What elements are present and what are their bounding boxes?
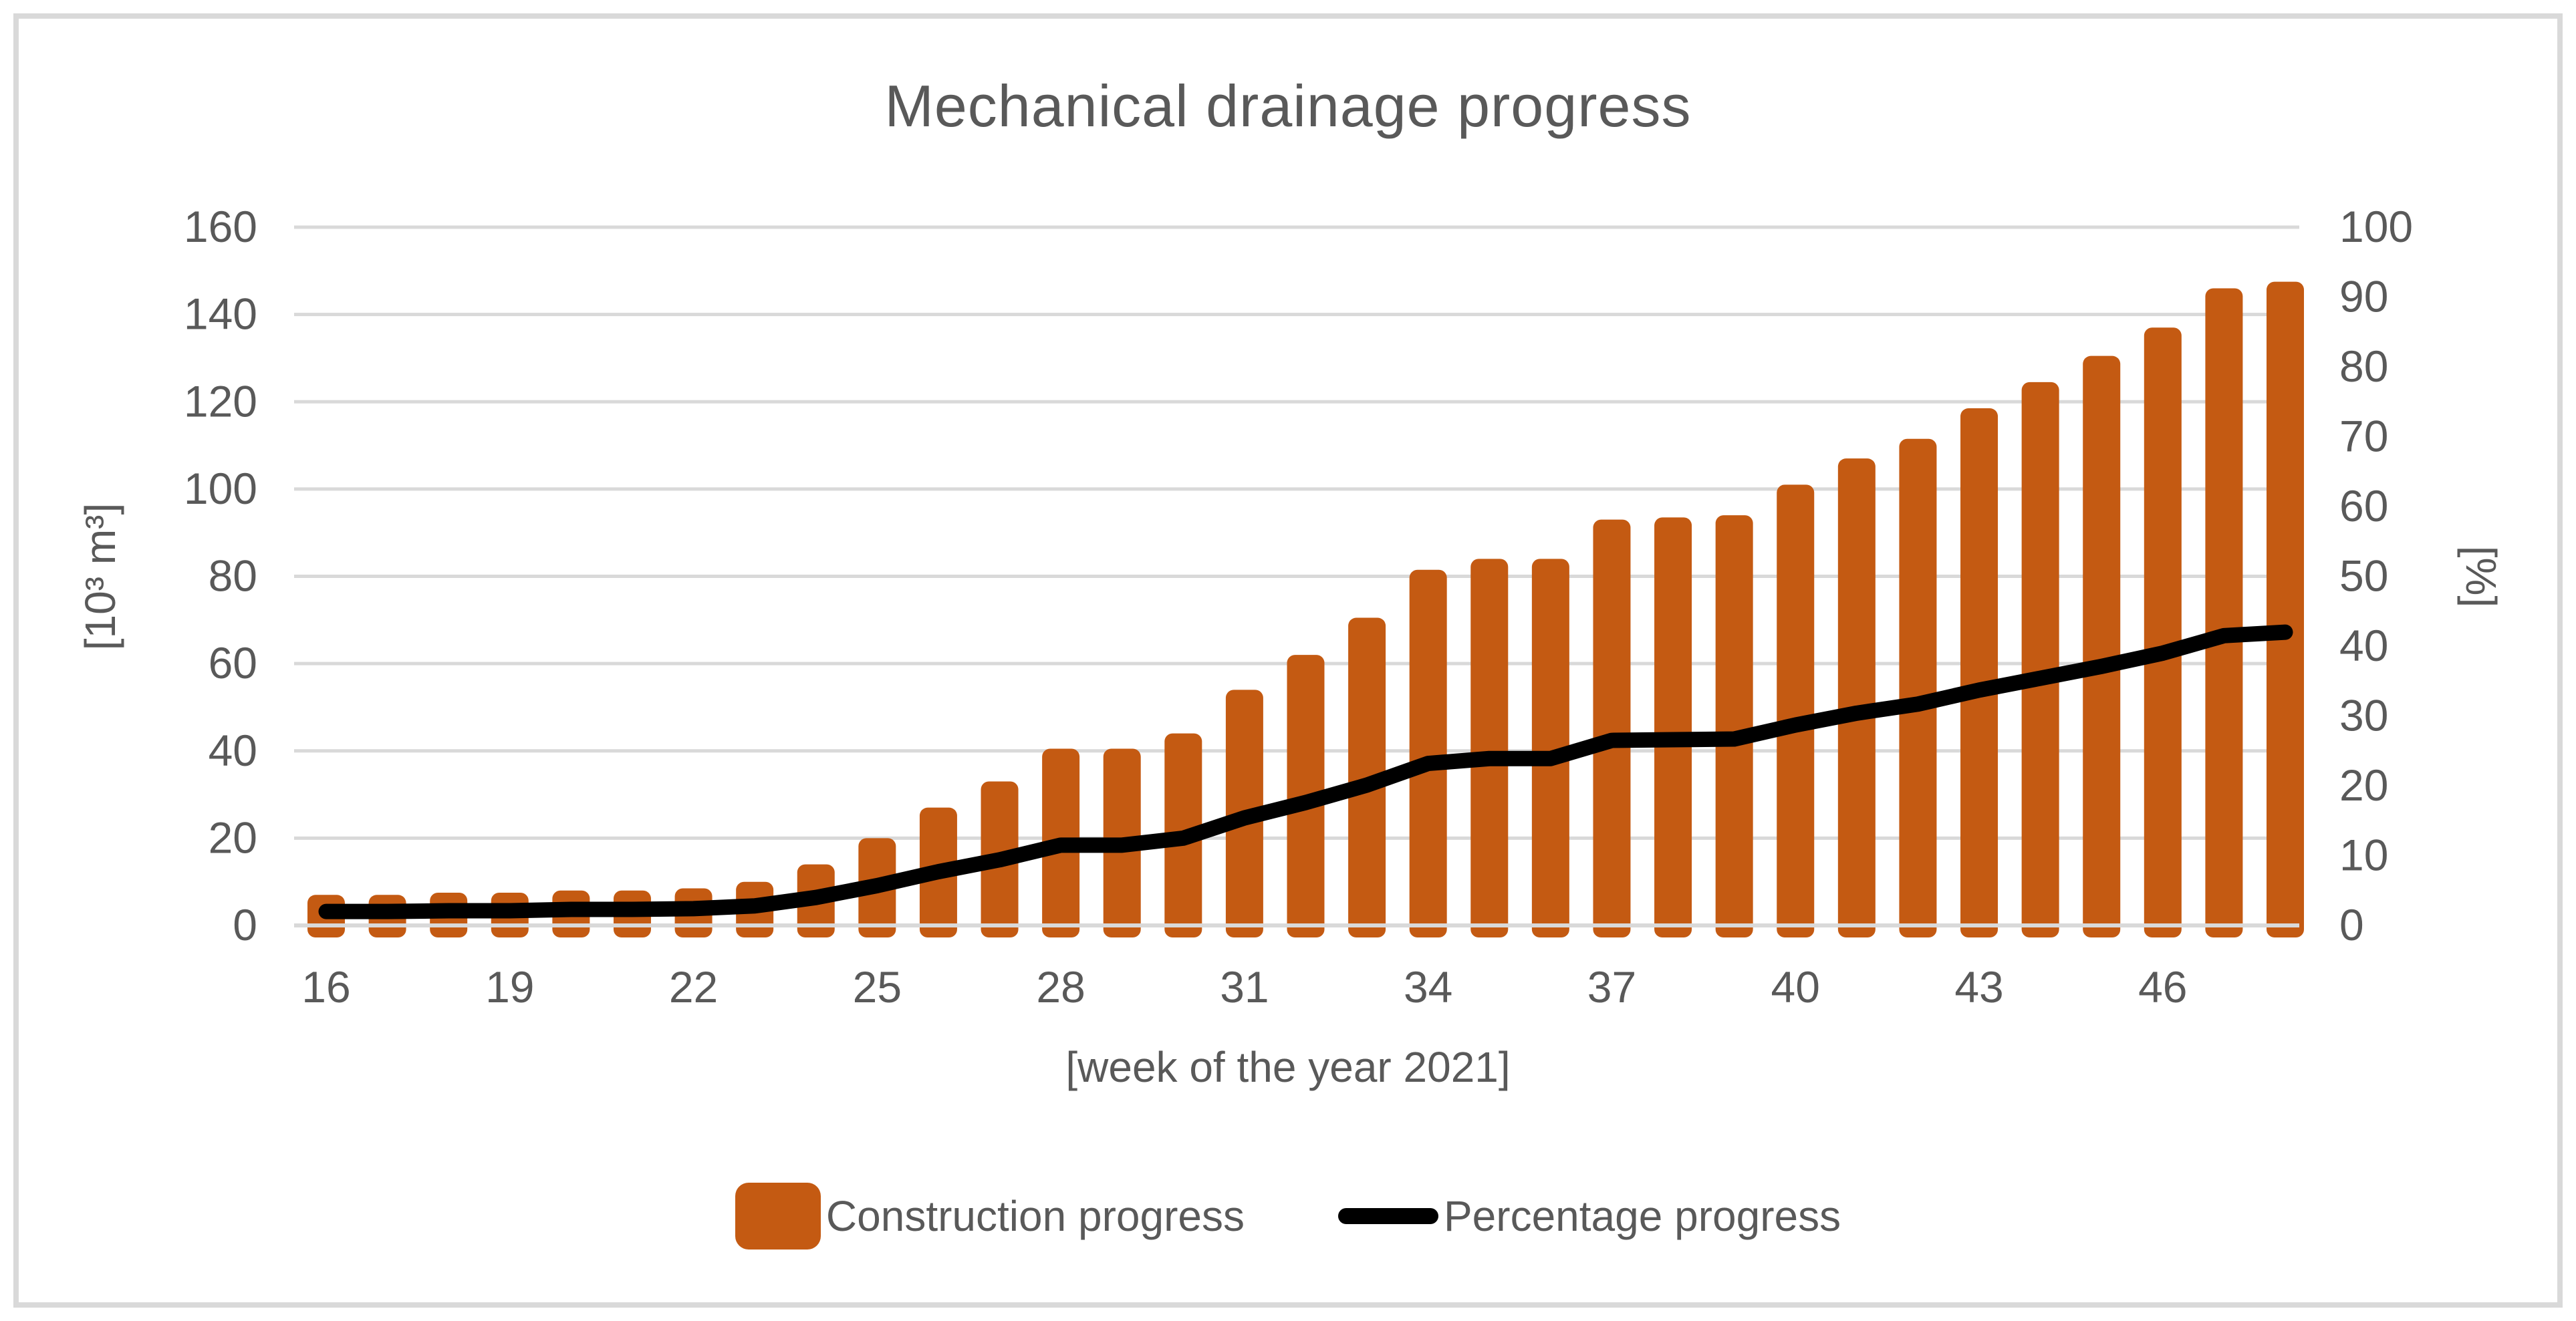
right-axis-tick-40: 40	[2339, 621, 2388, 670]
x-axis-tick-37: 37	[1587, 962, 1636, 1012]
left-axis-tick-120: 120	[184, 376, 257, 426]
x-axis-tick-22: 22	[669, 962, 718, 1012]
x-axis-tick-34: 34	[1404, 962, 1452, 1012]
left-axis-tick-60: 60	[209, 638, 257, 688]
legend-item-construction-progress: Construction progress	[735, 1183, 1245, 1250]
bar-week-47	[2205, 288, 2243, 937]
bar-week-46	[2144, 327, 2182, 937]
right-axis-tick-80: 80	[2339, 341, 2388, 391]
chart-title: Mechanical drainage progress	[884, 73, 1692, 139]
x-axis-tick-25: 25	[853, 962, 902, 1012]
left-axis-tick-80: 80	[209, 551, 257, 601]
bar-week-34	[1409, 569, 1447, 937]
line-series-swatch-icon	[1337, 1208, 1438, 1224]
right-axis-tick-10: 10	[2339, 831, 2388, 880]
left-axis-tick-40: 40	[209, 726, 257, 775]
right-axis-tick-30: 30	[2339, 691, 2388, 740]
bar-week-43	[1960, 408, 1999, 937]
percentage-progress-line	[318, 624, 2293, 919]
left-axis-tick-100: 100	[184, 464, 257, 513]
x-axis-title: [week of the year 2021]	[1065, 1043, 1511, 1091]
right-axis-tick-0: 0	[2339, 900, 2364, 949]
bar-week-38	[1654, 517, 1692, 937]
bar-week-39	[1715, 515, 1753, 937]
left-axis-tick-140: 140	[184, 289, 257, 339]
x-axis-tick-31: 31	[1220, 962, 1269, 1012]
right-axis-tick-90: 90	[2339, 272, 2388, 321]
right-axis-tick-60: 60	[2339, 481, 2388, 531]
x-axis-tick-40: 40	[1771, 962, 1820, 1012]
right-axis-tick-70: 70	[2339, 412, 2388, 461]
bar-week-40	[1777, 484, 1815, 937]
x-axis-tick-43: 43	[1954, 962, 2003, 1012]
bar-week-36	[1531, 559, 1569, 937]
left-axis-tick-160: 160	[184, 202, 257, 251]
x-axis-tick-46: 46	[2138, 962, 2187, 1012]
bar-week-48	[2267, 281, 2304, 937]
legend-label-percentage-progress: Percentage progress	[1443, 1192, 1841, 1240]
bar-week-35	[1470, 559, 1509, 937]
bar-week-37	[1593, 519, 1631, 937]
right-axis-tick-20: 20	[2339, 760, 2388, 810]
bar-week-41	[1837, 458, 1876, 937]
bar-series-swatch-icon	[735, 1183, 821, 1250]
left-axis-tick-20: 20	[209, 813, 257, 862]
right-axis-tick-100: 100	[2339, 202, 2413, 251]
x-axis-tick-19: 19	[485, 962, 534, 1012]
x-axis-tick-28: 28	[1036, 962, 1085, 1012]
left-axis-tick-0: 0	[233, 900, 257, 949]
legend: Construction progress Percentage progres…	[0, 1183, 2576, 1250]
right-axis-tick-50: 50	[2339, 551, 2388, 601]
x-axis-tick-16: 16	[301, 962, 350, 1012]
bar-week-45	[2083, 355, 2121, 937]
bar-week-42	[1899, 438, 1937, 937]
legend-item-percentage-progress: Percentage progress	[1337, 1191, 1841, 1241]
bar-week-44	[2021, 382, 2059, 937]
legend-label-construction-progress: Construction progress	[825, 1192, 1245, 1240]
right-axis-title: [%]	[2457, 545, 2505, 608]
left-axis-title: [10³ m³]	[76, 502, 124, 651]
